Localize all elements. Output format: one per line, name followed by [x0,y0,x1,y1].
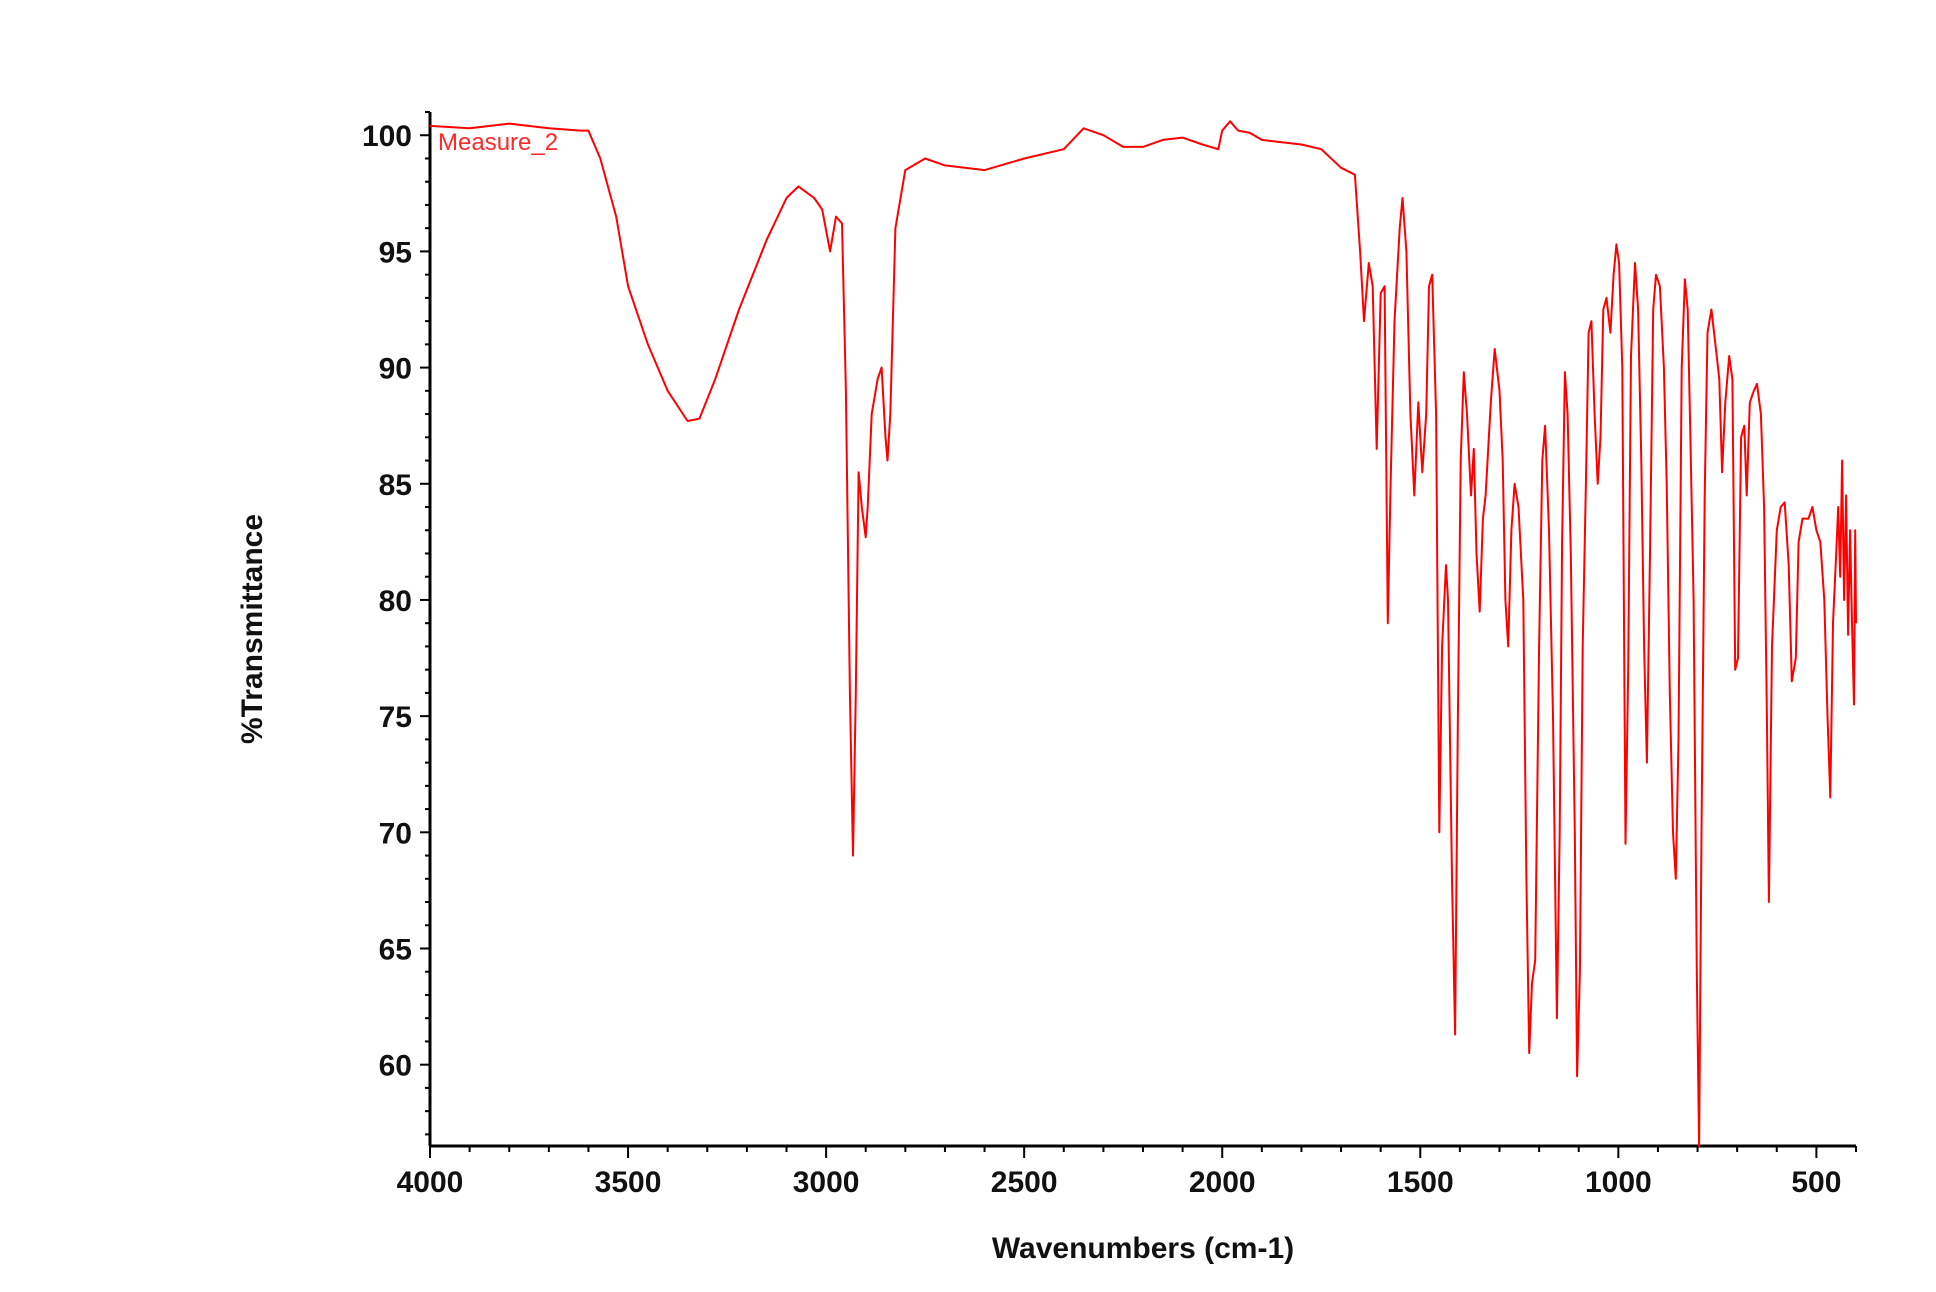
x-tick-label: 1500 [1387,1166,1454,1199]
y-axis-title: %Transmittance [236,514,269,744]
x-tick-label: 2500 [991,1166,1058,1199]
y-tick-label: 80 [379,585,412,618]
x-tick-label: 2000 [1189,1166,1256,1199]
y-tick-label: 95 [379,236,412,269]
y-tick-label: 70 [379,817,412,850]
y-tick-label: 60 [379,1050,412,1083]
y-tick-label: 100 [362,120,412,153]
x-axis-title: Wavenumbers (cm-1) [992,1232,1294,1265]
spectrum-line [429,120,1857,1147]
series-label: Measure_2 [438,129,558,156]
x-tick-label: 1000 [1585,1166,1652,1199]
y-tick-label: 75 [379,701,412,734]
x-tick-label: 3000 [793,1166,860,1199]
x-tick-label: 4000 [397,1166,464,1199]
y-tick-label: 90 [379,353,412,386]
y-tick-label: 65 [379,933,412,966]
y-tick-label: 85 [379,469,412,502]
y-axis-ticks: 60 65 70 75 80 85 90 95 100 [362,111,430,1136]
x-axis-ticks: 4000 3500 3000 2500 2000 1500 1000 500 [397,1146,1857,1199]
x-tick-label: 500 [1791,1166,1841,1199]
x-tick-label: 3500 [595,1166,662,1199]
